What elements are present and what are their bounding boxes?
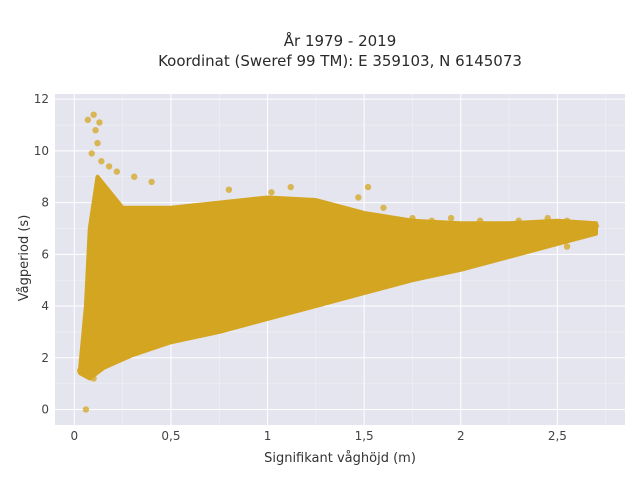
y-tick-label: 4: [41, 299, 49, 313]
y-axis-label: Vågperiod (s): [17, 215, 32, 302]
x-tick-label: 0: [71, 429, 79, 443]
scatter-point: [476, 217, 484, 224]
x-tick-label: 2: [457, 429, 465, 443]
scatter-point: [515, 217, 522, 224]
scatter-point: [268, 189, 275, 196]
scatter-point: [88, 150, 95, 157]
scatter-point: [592, 222, 600, 230]
scatter-point: [105, 163, 113, 170]
scatter-point: [544, 214, 551, 222]
x-axis-ticks: 0 0,5 1 1,5 2 2,5: [71, 429, 567, 443]
scatter-point: [563, 217, 571, 224]
scatter-point: [380, 204, 387, 211]
scatter-point: [98, 158, 105, 165]
x-tick-label: 0,5: [161, 429, 180, 443]
scatter-point: [364, 183, 372, 191]
scatter-point: [90, 111, 97, 118]
scatter-point: [583, 227, 590, 235]
scatter-point: [92, 127, 99, 134]
scatter-point: [148, 178, 155, 186]
x-tick-label: 1: [264, 429, 272, 443]
scatter-point: [447, 214, 455, 222]
scatter-point: [563, 243, 571, 250]
y-tick-label: 8: [41, 196, 49, 210]
chart-title-line1: År 1979 - 2019: [284, 31, 397, 50]
scatter-point: [96, 119, 103, 126]
y-tick-label: 10: [34, 144, 49, 158]
scatter-point: [113, 168, 121, 175]
y-tick-label: 2: [41, 351, 49, 365]
y-tick-label: 6: [41, 247, 49, 261]
y-tick-label: 0: [41, 402, 49, 416]
scatter-point: [80, 370, 88, 377]
scatter-point: [554, 233, 561, 240]
y-tick-label: 12: [34, 92, 49, 106]
scatter-point: [287, 183, 294, 191]
scatter-point: [355, 194, 362, 201]
scatter-point: [82, 406, 90, 413]
scatter-point: [84, 116, 92, 124]
y-axis-ticks: 0 2 4 6 8 10 12: [34, 92, 49, 416]
scatter-point: [428, 217, 435, 224]
x-tick-label: 1,5: [355, 429, 374, 443]
scatter-point: [90, 375, 97, 382]
x-axis-label: Signifikant våghöjd (m): [264, 451, 416, 466]
scatter-point: [131, 173, 138, 180]
chart-title-line2: Koordinat (Sweref 99 TM): E 359103, N 61…: [158, 52, 522, 70]
x-tick-label: 2,5: [548, 429, 567, 443]
dense-point-cloud: [78, 174, 599, 381]
scatter-point: [534, 235, 542, 243]
scatter-point: [409, 214, 416, 222]
scatter-point: [94, 139, 101, 147]
data-points: [76, 111, 600, 413]
scatter-point: [225, 186, 233, 193]
scatter-point: [573, 222, 580, 230]
